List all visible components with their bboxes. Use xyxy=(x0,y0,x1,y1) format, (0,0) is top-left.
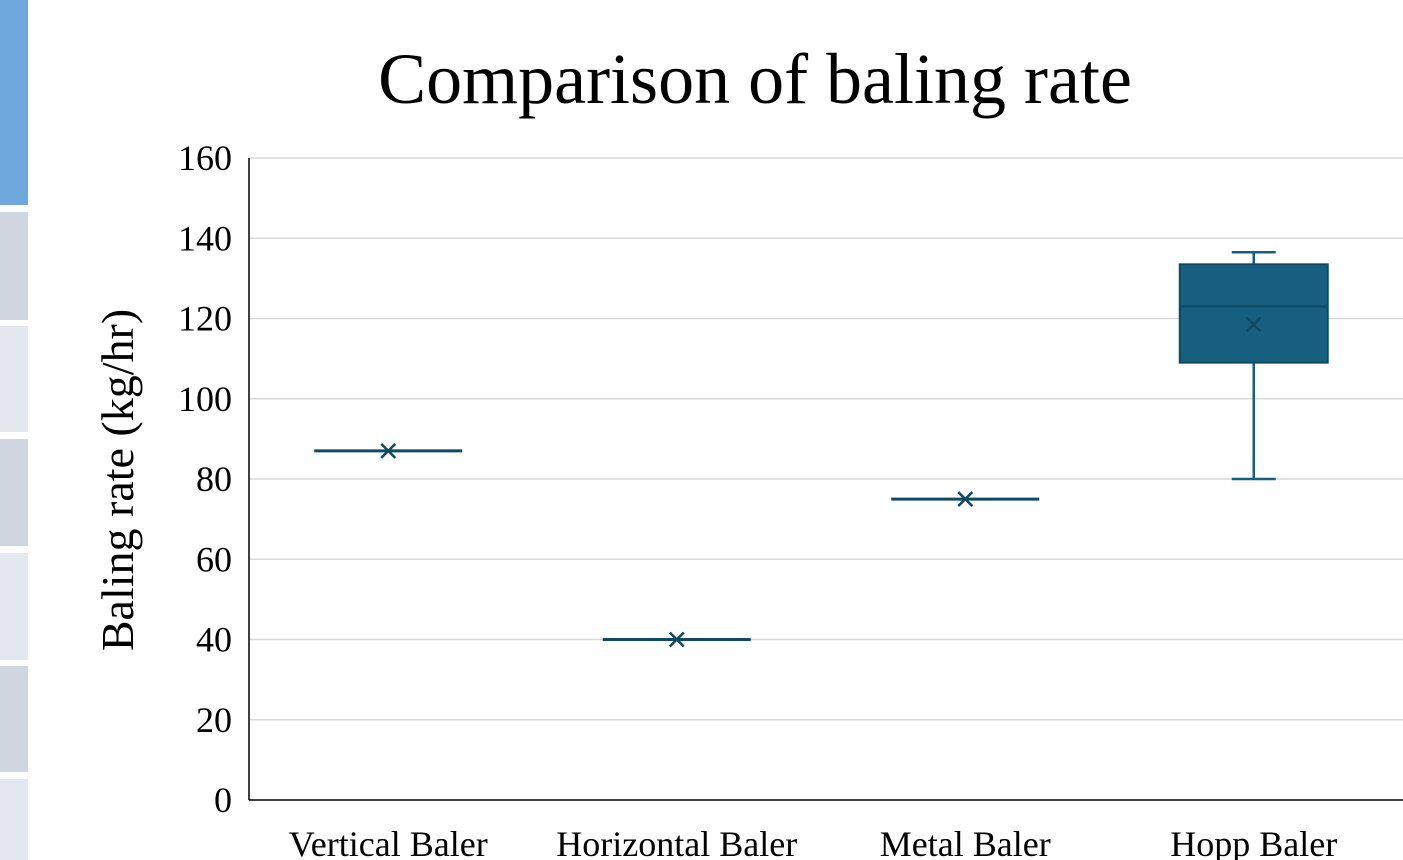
strip-segment xyxy=(0,0,28,205)
y-tick-label: 100 xyxy=(178,379,232,419)
axes xyxy=(248,158,1403,801)
y-tick-label: 140 xyxy=(178,218,232,258)
x-category-label: Metal Baler xyxy=(880,824,1051,860)
mean-marker xyxy=(668,631,685,648)
strip-segment xyxy=(0,439,28,546)
y-tick-label: 80 xyxy=(196,459,232,499)
box-series xyxy=(314,251,1329,648)
y-tick-label: 20 xyxy=(196,700,232,740)
side-panel-strip xyxy=(0,0,28,860)
strip-segment xyxy=(0,553,28,660)
strip-segment xyxy=(0,212,28,320)
y-tick-label: 60 xyxy=(196,539,232,579)
strip-segment xyxy=(0,666,28,772)
x-category-label: Horizontal Baler xyxy=(556,824,797,860)
chart-title: Comparison of baling rate xyxy=(378,39,1132,119)
gridlines xyxy=(249,157,1403,721)
box-metal-baler xyxy=(891,491,1040,507)
x-category-labels: Vertical Baler Horizontal Baler Metal Bale… xyxy=(289,824,1337,860)
y-tick-label: 160 xyxy=(178,138,232,178)
x-category-label: Hopp Baler xyxy=(1170,824,1337,860)
y-tick-label: 40 xyxy=(196,620,232,660)
mean-marker xyxy=(380,443,397,459)
y-tick-label: 0 xyxy=(214,780,232,820)
strip-segment xyxy=(0,779,28,860)
box-hopp-baler xyxy=(1178,251,1329,481)
x-category-label: Vertical Baler xyxy=(289,824,488,860)
strip-segment xyxy=(0,326,28,432)
iqr-box xyxy=(1178,263,1329,364)
mean-marker xyxy=(957,491,974,507)
box-vertical-baler xyxy=(314,443,463,459)
mean-marker xyxy=(1245,316,1262,333)
y-tick-labels: 0 20 40 60 80 100 120 140 160 xyxy=(178,138,232,820)
y-axis-label: Baling rate (kg/hr) xyxy=(92,309,143,651)
y-tick-label: 120 xyxy=(178,299,232,339)
box-horizontal-baler xyxy=(602,631,751,648)
